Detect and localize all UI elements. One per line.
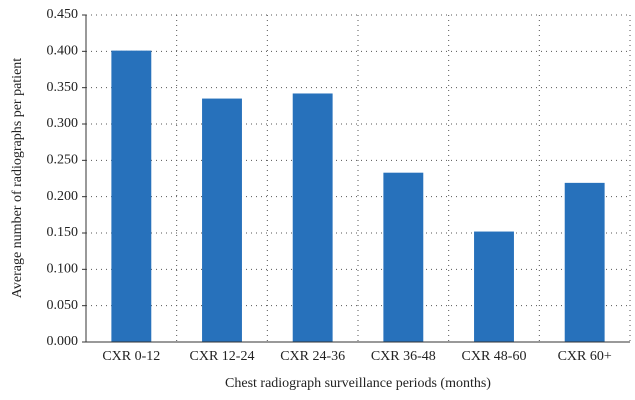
y-tick-label: 0.300 [47, 116, 79, 131]
y-tick-label: 0.100 [47, 262, 79, 277]
bar [474, 231, 514, 342]
bar [292, 93, 333, 342]
x-tick-label: CXR 48-60 [462, 349, 527, 364]
x-tick-label: CXR 0-12 [102, 349, 160, 364]
bar [564, 182, 605, 342]
y-tick-label: 0.450 [47, 7, 79, 22]
x-tick-label: CXR 12-24 [190, 349, 255, 364]
y-tick-label: 0.050 [47, 298, 79, 313]
x-tick-label: CXR 36-48 [371, 349, 436, 364]
bar [383, 172, 424, 342]
y-tick-label: 0.400 [47, 44, 79, 59]
y-axis-title: Average number of radiographs per patien… [10, 58, 25, 298]
y-tick-label: 0.350 [47, 80, 79, 95]
y-tick-label: 0.150 [47, 225, 79, 240]
bar [111, 50, 152, 343]
y-tick-label: 0.250 [47, 153, 79, 168]
x-axis-title: Chest radiograph surveillance periods (m… [225, 376, 491, 391]
x-tick-label: CXR 60+ [558, 349, 612, 364]
y-tick-label: 0.000 [47, 334, 79, 349]
x-tick-label: CXR 24-36 [280, 349, 345, 364]
y-tick-label: 0.200 [47, 189, 79, 204]
bar [202, 98, 242, 342]
